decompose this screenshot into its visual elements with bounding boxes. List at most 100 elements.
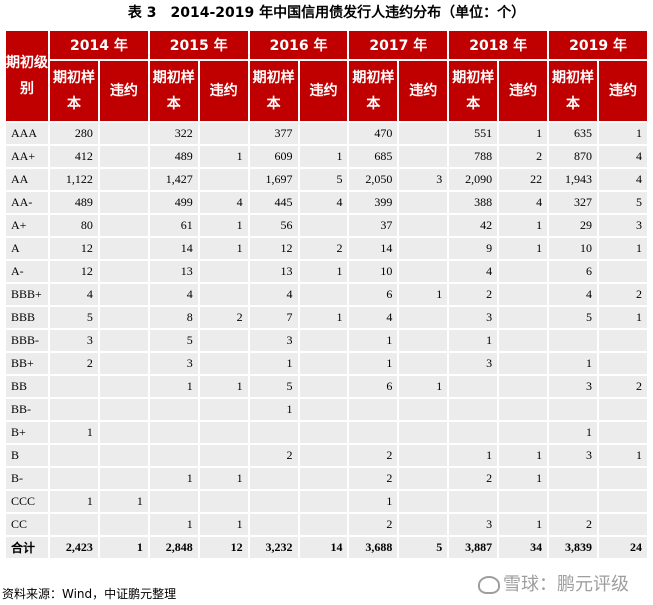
default-cell	[499, 376, 548, 397]
sample-cell: 42	[449, 215, 498, 236]
default-cell	[499, 353, 548, 374]
sample-cell: 61	[149, 215, 198, 236]
default-cell: 1	[598, 307, 647, 328]
table-row: B- 1 1 2 2 1	[6, 468, 647, 489]
sample-cell: 6	[349, 376, 398, 397]
sample-cell: 412	[50, 146, 98, 167]
sample-cell: 280	[50, 123, 98, 144]
default-cell: 5	[598, 192, 647, 213]
sample-cell: 4	[149, 284, 198, 305]
grade-label: CC	[6, 514, 48, 535]
sample-cell: 1,943	[549, 169, 597, 190]
sample-cell: 2	[349, 514, 398, 535]
sample-cell	[249, 422, 298, 443]
sample-cell: 1	[549, 422, 597, 443]
default-cell	[99, 261, 148, 282]
default-cell	[99, 330, 148, 351]
default-cell	[598, 422, 647, 443]
year-header: 2014 年	[50, 31, 148, 59]
sample-cell: 327	[549, 192, 597, 213]
sample-cell: 3	[549, 376, 597, 397]
default-cell: 1	[299, 146, 348, 167]
snowball-logo-icon	[478, 576, 500, 594]
default-cell	[399, 353, 448, 374]
grade-label: BBB+	[6, 284, 48, 305]
default-cell	[199, 169, 248, 190]
default-cell: 1	[99, 491, 148, 512]
year-header: 2019 年	[549, 31, 647, 59]
default-header: 违约	[199, 61, 248, 121]
sample-cell	[249, 468, 298, 489]
sample-cell: 13	[249, 261, 298, 282]
sample-cell	[249, 514, 298, 535]
default-cell	[199, 353, 248, 374]
sample-cell: 2	[549, 514, 597, 535]
default-cell	[399, 123, 448, 144]
sample-cell	[349, 399, 398, 420]
year-header: 2015 年	[149, 31, 248, 59]
sample-cell	[449, 491, 498, 512]
default-cell	[598, 330, 647, 351]
sample-cell: 1	[149, 468, 198, 489]
default-cell: 24	[598, 537, 647, 558]
default-cell	[99, 422, 148, 443]
sample-cell: 6	[349, 284, 398, 305]
sample-cell: 37	[349, 215, 398, 236]
table-row: AAA 280 322 377 470 551 1 635 1	[6, 123, 647, 144]
sample-cell: 12	[249, 238, 298, 259]
default-cell	[199, 284, 248, 305]
default-cell	[598, 353, 647, 374]
sample-cell	[50, 514, 98, 535]
default-cell	[399, 307, 448, 328]
table-row: CCC 1 1 1	[6, 491, 647, 512]
sample-header: 期初样本	[149, 61, 198, 121]
sample-cell: 10	[349, 261, 398, 282]
sample-cell: 2	[349, 468, 398, 489]
sample-cell: 3,232	[249, 537, 298, 558]
grade-label: A+	[6, 215, 48, 236]
default-cell	[399, 468, 448, 489]
default-cell: 1	[99, 537, 148, 558]
sample-cell	[149, 491, 198, 512]
sample-cell: 377	[249, 123, 298, 144]
sample-cell: 2,090	[449, 169, 498, 190]
sample-cell: 2	[449, 284, 498, 305]
default-cell	[99, 307, 148, 328]
sample-cell: 7	[249, 307, 298, 328]
default-cell	[299, 445, 348, 466]
default-cell	[598, 491, 647, 512]
default-cell: 1	[598, 445, 647, 466]
year-header: 2016 年	[249, 31, 348, 59]
sample-cell: 9	[449, 238, 498, 259]
grade-label: BB-	[6, 399, 48, 420]
default-cell	[598, 399, 647, 420]
sample-cell: 1	[149, 376, 198, 397]
sample-cell: 14	[349, 238, 398, 259]
sample-cell: 12	[50, 238, 98, 259]
default-cell	[299, 353, 348, 374]
sample-cell	[549, 330, 597, 351]
default-cell: 1	[199, 468, 248, 489]
default-cell: 1	[499, 445, 548, 466]
table-header: 期初级别 2014 年 2015 年 2016 年 2017 年 2018 年 …	[6, 31, 647, 121]
sample-cell: 13	[149, 261, 198, 282]
default-cell: 1	[199, 514, 248, 535]
table-title: 表 3 2014-2019 年中国信用债发行人违约分布（单位：个）	[127, 5, 526, 21]
sample-cell: 5	[50, 307, 98, 328]
default-cell	[99, 514, 148, 535]
sample-cell: 4	[449, 261, 498, 282]
default-cell: 1	[499, 238, 548, 259]
default-cell: 1	[499, 123, 548, 144]
sample-cell: 29	[549, 215, 597, 236]
default-cell: 1	[499, 514, 548, 535]
default-cell	[299, 376, 348, 397]
sample-cell: 3,839	[549, 537, 597, 558]
default-cell	[99, 445, 148, 466]
sample-cell: 10	[549, 238, 597, 259]
sample-cell: 3	[449, 307, 498, 328]
default-cell: 22	[499, 169, 548, 190]
sample-cell	[149, 399, 198, 420]
default-cell	[199, 330, 248, 351]
sample-cell: 1,697	[249, 169, 298, 190]
default-cell	[99, 169, 148, 190]
